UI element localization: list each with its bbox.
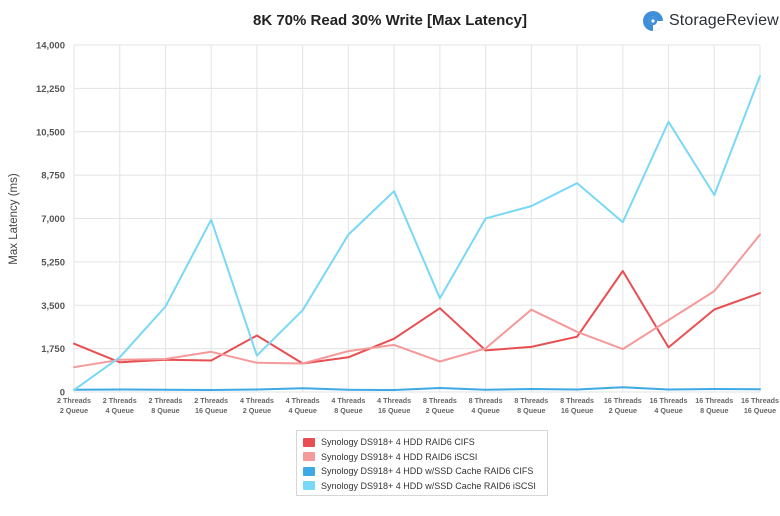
legend-label: Synology DS918+ 4 HDD RAID6 CIFS bbox=[321, 437, 475, 448]
y-axis-ticks: 0 1,750 3,500 5,250 7,000 8,750 10,500 12,250 14… bbox=[36, 41, 65, 399]
x-tick-label-line: 16 Threads bbox=[604, 396, 642, 405]
x-tick-label-line: 8 Threads bbox=[423, 396, 457, 405]
grid bbox=[73, 44, 761, 393]
legend-label: Synology DS918+ 4 HDD RAID6 iSCSI bbox=[321, 451, 478, 462]
x-tick-label-line: 16 Queue bbox=[561, 406, 593, 415]
x-tick-label-line: 4 Queue bbox=[654, 406, 682, 415]
x-tick-label-line: 4 Threads bbox=[331, 396, 365, 405]
x-tick-label-line: 4 Queue bbox=[288, 406, 316, 415]
y-tick-label: 1,750 bbox=[41, 344, 65, 355]
x-tick-label-line: 16 Threads bbox=[695, 396, 733, 405]
brand-name: StorageReview bbox=[669, 12, 779, 29]
y-tick-label: 14,000 bbox=[36, 41, 65, 52]
legend-item[interactable]: Synology DS918+ 4 HDD RAID6 CIFS bbox=[303, 435, 541, 450]
y-tick-label: 8,750 bbox=[41, 171, 65, 182]
series-line bbox=[73, 270, 761, 365]
x-tick-label-line: 16 Threads bbox=[741, 396, 779, 405]
legend-swatch bbox=[303, 481, 315, 491]
legend-label: Synology DS918+ 4 HDD w/SSD Cache RAID6 … bbox=[321, 480, 536, 491]
legend-item[interactable]: Synology DS918+ 4 HDD RAID6 iSCSI bbox=[303, 450, 541, 465]
x-tick-label-line: 8 Threads bbox=[560, 396, 594, 405]
legend-item[interactable]: Synology DS918+ 4 HDD w/SSD Cache RAID6 … bbox=[303, 479, 541, 494]
x-tick-label-line: 2 Threads bbox=[194, 396, 228, 405]
brand-logo: StorageReview bbox=[643, 11, 779, 31]
series-line bbox=[73, 386, 761, 391]
series-line bbox=[73, 233, 761, 369]
x-tick-label-line: 2 Threads bbox=[148, 396, 182, 405]
y-tick-label: 0 bbox=[60, 388, 65, 399]
x-tick-label-line: 4 Threads bbox=[286, 396, 320, 405]
x-tick-label-line: 8 Queue bbox=[700, 406, 728, 415]
legend-swatch bbox=[303, 452, 315, 462]
legend-swatch bbox=[303, 437, 315, 447]
x-tick-label-line: 8 Queue bbox=[334, 406, 362, 415]
x-tick-label-line: 2 Queue bbox=[426, 406, 454, 415]
y-tick-label: 12,250 bbox=[36, 84, 65, 95]
x-tick-label-line: 2 Threads bbox=[57, 396, 91, 405]
x-tick-label-line: 8 Threads bbox=[469, 396, 503, 405]
legend-label: Synology DS918+ 4 HDD w/SSD Cache RAID6 … bbox=[321, 466, 534, 477]
series-line bbox=[73, 75, 761, 391]
storagereview-logo-icon bbox=[643, 11, 663, 31]
x-tick-label-line: 2 Queue bbox=[60, 406, 88, 415]
x-tick-label-line: 2 Queue bbox=[609, 406, 637, 415]
x-tick-label-line: 16 Queue bbox=[744, 406, 776, 415]
x-tick-label-line: 2 Threads bbox=[103, 396, 137, 405]
x-tick-label-line: 16 Threads bbox=[650, 396, 688, 405]
x-tick-label-line: 8 Queue bbox=[517, 406, 545, 415]
legend-item[interactable]: Synology DS918+ 4 HDD w/SSD Cache RAID6 … bbox=[303, 464, 541, 479]
x-tick-label-line: 2 Queue bbox=[243, 406, 271, 415]
legend-swatch bbox=[303, 466, 315, 476]
series-lines bbox=[73, 75, 761, 391]
legend: Synology DS918+ 4 HDD RAID6 CIFS Synolog… bbox=[296, 430, 548, 496]
y-tick-label: 5,250 bbox=[41, 257, 65, 268]
y-tick-label: 7,000 bbox=[41, 214, 65, 225]
x-tick-label-line: 8 Queue bbox=[151, 406, 179, 415]
y-tick-label: 3,500 bbox=[41, 301, 65, 312]
x-tick-label-line: 4 Queue bbox=[471, 406, 499, 415]
chart-title: 8K 70% Read 30% Write [Max Latency] bbox=[253, 12, 527, 29]
x-tick-label-line: 16 Queue bbox=[378, 406, 410, 415]
x-tick-label-line: 16 Queue bbox=[195, 406, 227, 415]
y-axis-label: Max Latency (ms) bbox=[8, 173, 20, 265]
x-tick-label-line: 8 Threads bbox=[514, 396, 548, 405]
x-tick-label-line: 4 Threads bbox=[377, 396, 411, 405]
x-tick-label-line: 4 Queue bbox=[106, 406, 134, 415]
y-tick-label: 10,500 bbox=[36, 127, 65, 138]
x-tick-label-line: 4 Threads bbox=[240, 396, 274, 405]
